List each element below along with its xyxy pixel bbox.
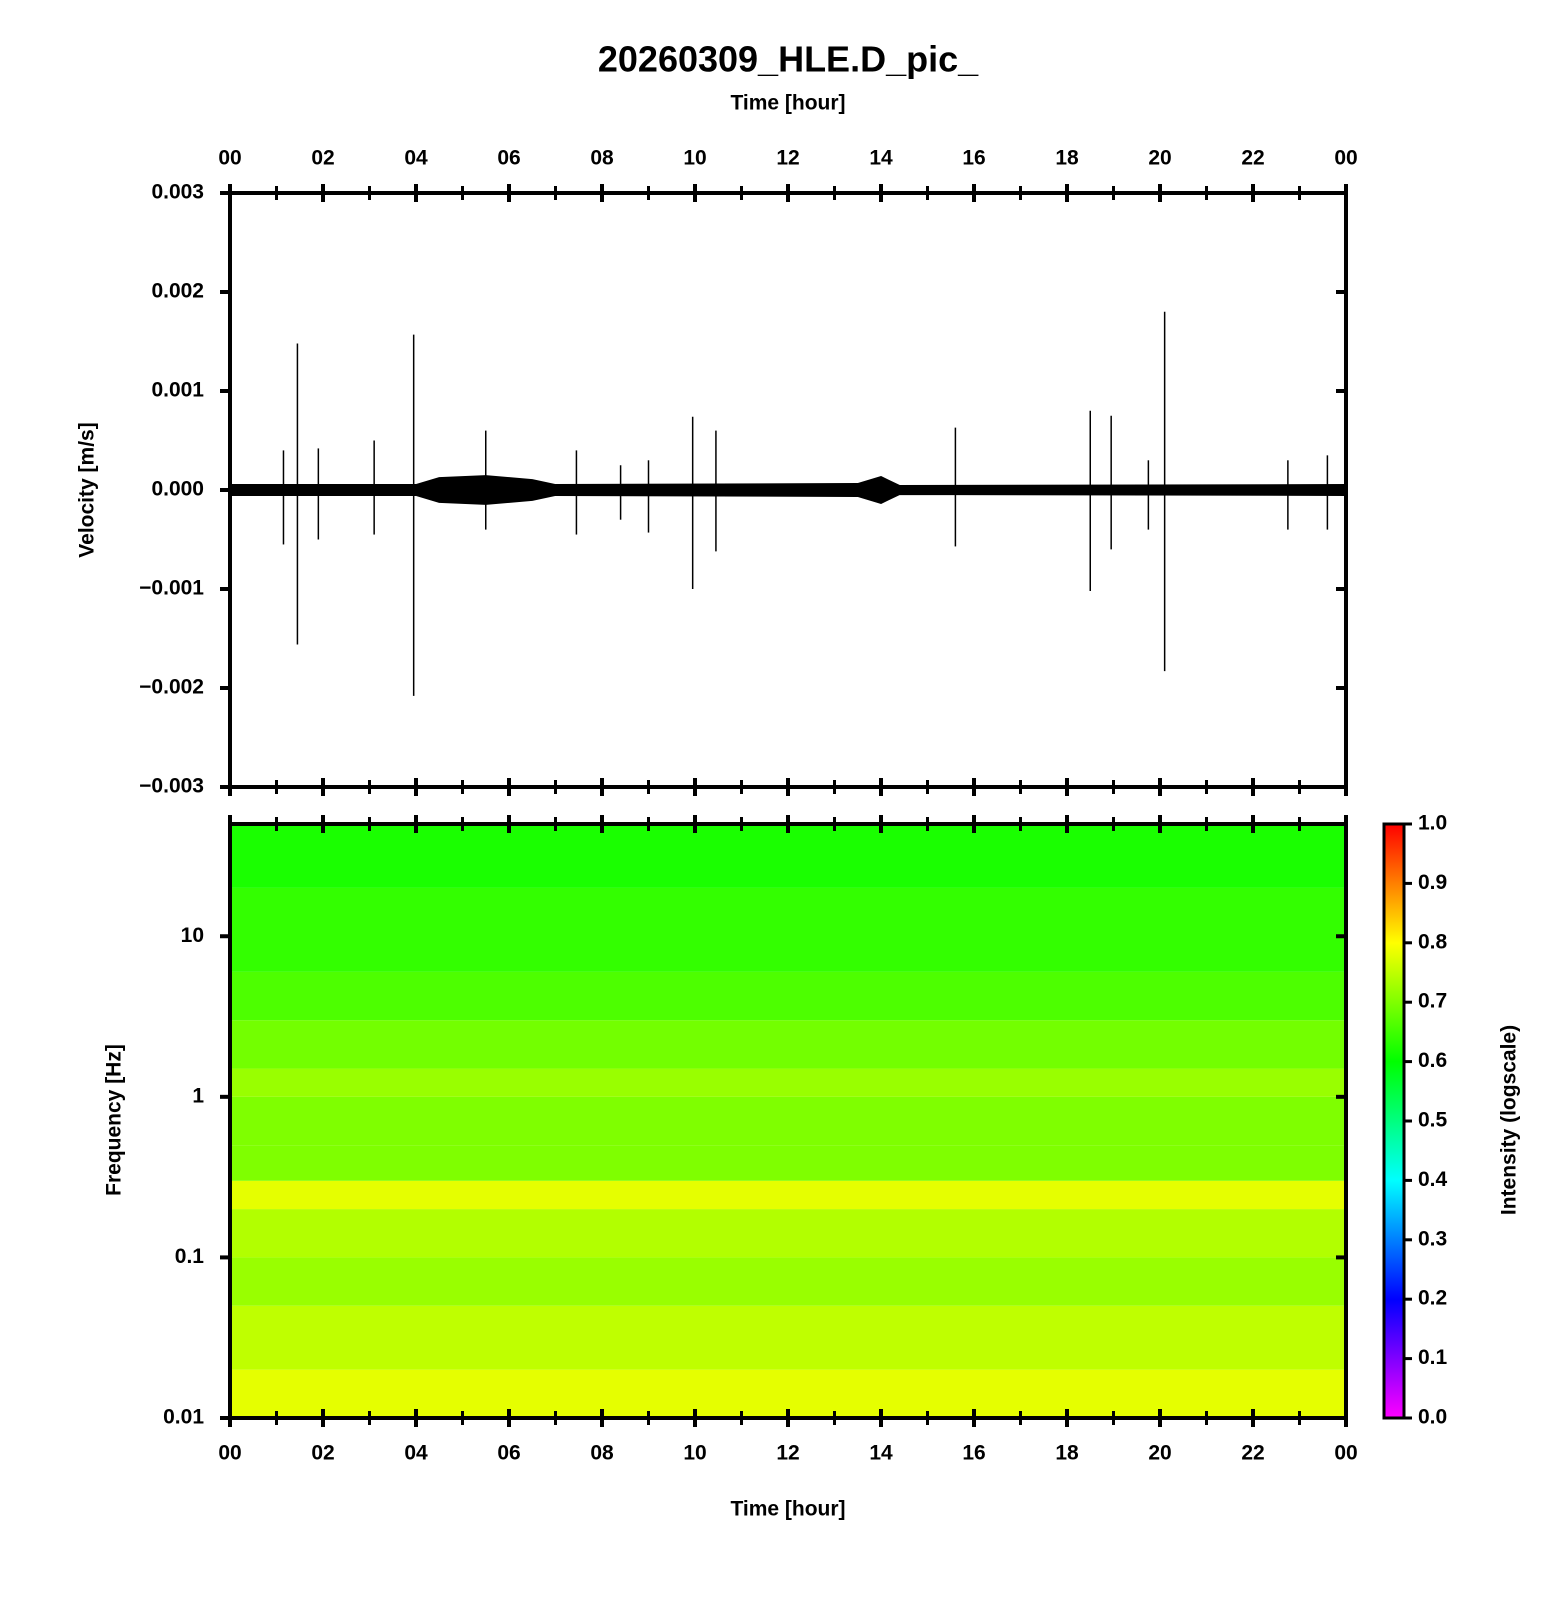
colorbar-label: Intensity (logscale) <box>1498 1025 1521 1215</box>
x-tick-label: 02 <box>311 147 334 170</box>
heatmap-cell <box>230 824 1346 888</box>
x-tick-label: 08 <box>590 147 614 170</box>
x-tick-label: 06 <box>497 1442 520 1465</box>
colorbar-tick-label: 0.5 <box>1418 1109 1448 1132</box>
chart-title: 20260309_HLE.D_pic_ <box>598 39 979 80</box>
x-tick-label: 00 <box>1334 1442 1357 1465</box>
x-tick-label: 18 <box>1055 147 1079 170</box>
y-tick-label: −0.002 <box>139 676 204 699</box>
y-tick-label: −0.003 <box>139 775 204 798</box>
heatmap-cell <box>230 1145 1346 1181</box>
x-tick-label: 18 <box>1055 1442 1079 1465</box>
y-axis-label: Frequency [Hz] <box>103 1044 126 1196</box>
x-tick-label: 00 <box>218 1442 241 1465</box>
heatmap-cell <box>230 887 1346 972</box>
y-tick-label: 0.01 <box>163 1406 204 1429</box>
colorbar-tick-label: 0.0 <box>1418 1406 1447 1429</box>
x-tick-label: 00 <box>1334 147 1357 170</box>
x-tick-label: 08 <box>590 1442 614 1465</box>
x-tick-label: 16 <box>962 1442 985 1465</box>
x-tick-label: 20 <box>1148 1442 1171 1465</box>
heatmap-cell <box>230 1257 1346 1306</box>
x-tick-label: 12 <box>776 147 799 170</box>
colorbar-tick-label: 0.7 <box>1418 990 1447 1013</box>
x-tick-label: 00 <box>218 147 241 170</box>
heatmap-cell <box>230 1209 1346 1258</box>
noise-envelope <box>229 475 1347 505</box>
heatmap-cell <box>230 1180 1346 1210</box>
x-tick-label: 14 <box>869 1442 893 1465</box>
y-tick-label: 0.002 <box>151 280 204 303</box>
x-tick-label: 14 <box>869 147 893 170</box>
y-tick-label: 1 <box>192 1084 204 1107</box>
colorbar-tick-label: 0.3 <box>1418 1227 1447 1250</box>
y-tick-label: −0.001 <box>139 577 204 600</box>
colorbar-tick-label: 0.8 <box>1418 930 1448 953</box>
x-tick-label: 12 <box>776 1442 799 1465</box>
x-axis-label: Time [hour] <box>730 1498 845 1521</box>
x-tick-label: 10 <box>683 1442 706 1465</box>
x-tick-label: 04 <box>404 1442 428 1465</box>
y-axis-label: Velocity [m/s] <box>76 422 99 557</box>
colorbar-tick-label: 0.9 <box>1418 871 1447 894</box>
x-axis-label: Time [hour] <box>730 92 845 115</box>
y-tick-label: 0.003 <box>151 181 204 204</box>
heatmap-cell <box>230 1096 1346 1146</box>
y-tick-label: 0.000 <box>151 478 204 501</box>
colorbar <box>1382 822 1406 1420</box>
x-tick-label: 20 <box>1148 147 1171 170</box>
heatmap-cell <box>230 1068 1346 1097</box>
y-tick-label: 0.1 <box>175 1245 205 1268</box>
x-tick-label: 02 <box>311 1442 334 1465</box>
y-tick-label: 10 <box>181 924 204 947</box>
colorbar-tick-label: 0.2 <box>1418 1287 1447 1310</box>
heatmap-cell <box>230 1020 1346 1069</box>
colorbar-tick-label: 0.4 <box>1418 1168 1448 1191</box>
colorbar-tick-label: 1.0 <box>1418 812 1447 835</box>
x-tick-label: 10 <box>683 147 706 170</box>
colorbar-tick-label: 0.1 <box>1418 1346 1448 1369</box>
x-tick-label: 22 <box>1241 147 1264 170</box>
heatmap-cell <box>230 971 1346 1021</box>
x-tick-label: 16 <box>962 147 985 170</box>
x-tick-label: 06 <box>497 147 520 170</box>
x-tick-label: 22 <box>1241 1442 1264 1465</box>
heatmap-cell <box>230 1305 1346 1370</box>
x-tick-label: 04 <box>404 147 428 170</box>
y-tick-label: 0.001 <box>151 379 204 402</box>
colorbar-tick-label: 0.6 <box>1418 1049 1447 1072</box>
